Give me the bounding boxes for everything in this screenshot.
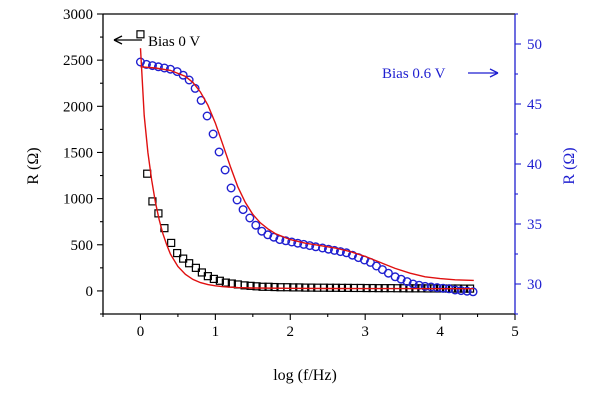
- circle-marker: [141, 59, 151, 69]
- square-marker: [173, 248, 182, 258]
- circle-marker: [335, 247, 345, 257]
- square-marker: [295, 283, 304, 292]
- annotation-bias06: Bias 0.6 V: [382, 66, 499, 82]
- square-marker: [258, 282, 267, 291]
- square-marker: [283, 283, 292, 292]
- circle-marker: [245, 213, 255, 223]
- y-left-tick-label: 0: [86, 284, 94, 300]
- y-right-tick-label: 50: [527, 37, 542, 53]
- square-marker: [136, 30, 145, 39]
- square-marker: [191, 263, 200, 272]
- square-marker: [215, 276, 224, 285]
- y-left-tick-label: 3000: [63, 7, 93, 23]
- square-marker: [167, 238, 176, 248]
- circle-marker: [305, 241, 315, 251]
- circle-marker: [347, 250, 357, 260]
- annotation-bias0: Bias 0 V: [113, 34, 200, 50]
- square-marker: [264, 282, 273, 291]
- arrow-right-icon: [489, 68, 499, 78]
- square-marker: [185, 259, 194, 268]
- y-right-tick-label: 45: [527, 97, 542, 113]
- square-marker: [331, 283, 341, 292]
- circle-marker: [456, 286, 466, 296]
- circle-marker: [287, 237, 297, 247]
- circle-marker: [238, 205, 248, 215]
- circle-marker: [220, 165, 230, 175]
- square-marker: [179, 254, 188, 263]
- x-tick-label: 5: [511, 324, 519, 340]
- circle-marker: [299, 239, 309, 249]
- square-marker: [301, 283, 310, 292]
- y-axis-left-label: R (Ω): [25, 147, 42, 184]
- circle-marker: [450, 285, 460, 295]
- circle-marker: [311, 242, 321, 252]
- fit-curves: [139, 48, 474, 290]
- circle-marker: [202, 111, 212, 121]
- circle-marker: [329, 245, 339, 255]
- y-left-tick-label: 500: [71, 238, 94, 254]
- annotation-bias0-label: Bias 0 V: [148, 34, 200, 50]
- y-axis-right-label: R (Ω): [561, 147, 578, 184]
- y-right-tick-label: 30: [527, 277, 542, 293]
- circle-marker: [383, 268, 393, 278]
- circle-marker: [159, 63, 169, 73]
- circle-marker: [408, 279, 418, 289]
- y-left-tick-label: 1500: [63, 145, 93, 161]
- square-marker: [289, 283, 298, 292]
- square-marker: [209, 274, 218, 284]
- fit-line-bias0: [139, 48, 474, 290]
- square-marker: [246, 281, 255, 290]
- circle-marker: [420, 281, 430, 291]
- square-marker: [319, 283, 329, 292]
- y-left-tick-label: 1000: [63, 192, 93, 208]
- square-marker: [143, 169, 152, 178]
- square-marker: [270, 282, 279, 292]
- circle-marker: [251, 220, 261, 230]
- circle-marker: [226, 183, 236, 193]
- square-marker: [221, 278, 230, 287]
- y-left-tick-label: 2500: [63, 53, 93, 69]
- circle-marker: [184, 75, 194, 85]
- circle-marker: [232, 195, 242, 205]
- x-tick-label: 0: [137, 324, 145, 340]
- x-tick-label: 4: [436, 324, 444, 340]
- annotation-bias06-label: Bias 0.6 V: [382, 66, 446, 82]
- circle-marker: [402, 277, 412, 287]
- fit-line-bias06: [140, 66, 474, 282]
- square-marker: [307, 283, 316, 292]
- circle-marker: [317, 243, 327, 253]
- circle-marker: [147, 61, 157, 71]
- square-marker: [325, 283, 335, 292]
- circle-marker: [293, 238, 303, 248]
- circle-marker: [390, 272, 400, 282]
- circle-marker: [341, 248, 351, 258]
- circle-marker: [432, 283, 442, 293]
- x-axis-label: log (f/Hz): [273, 367, 337, 384]
- square-marker: [252, 282, 261, 291]
- circle-marker: [153, 62, 163, 72]
- square-marker: [240, 281, 249, 290]
- x-tick-label: 3: [361, 324, 369, 340]
- y-right-tick-label: 40: [527, 157, 542, 173]
- axis-ticks: [97, 13, 521, 320]
- circle-marker: [462, 286, 472, 296]
- circle-marker: [178, 70, 188, 80]
- circle-marker: [214, 147, 224, 157]
- circle-marker: [323, 244, 333, 254]
- circle-marker: [263, 230, 273, 240]
- circle-marker: [396, 274, 406, 284]
- arrow-left-icon: [113, 35, 123, 45]
- circle-marker: [426, 282, 436, 292]
- x-tick-label: 1: [212, 324, 220, 340]
- x-tick-label: 2: [287, 324, 295, 340]
- plot-frame: [102, 13, 516, 315]
- square-marker: [203, 272, 212, 281]
- y-left-tick-label: 2000: [63, 99, 93, 115]
- circle-marker: [281, 236, 291, 246]
- y-right-tick-label: 35: [527, 217, 542, 233]
- circle-marker: [208, 129, 218, 139]
